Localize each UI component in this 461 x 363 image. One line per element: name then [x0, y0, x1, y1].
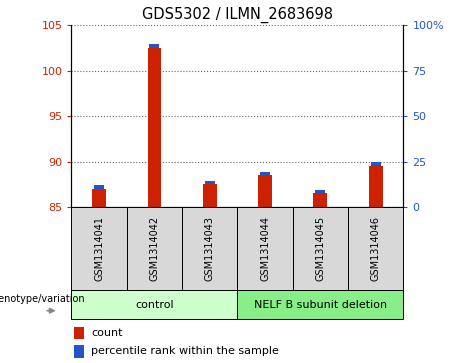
Bar: [203, 184, 217, 207]
FancyBboxPatch shape: [182, 207, 237, 290]
FancyBboxPatch shape: [127, 207, 182, 290]
Bar: [92, 189, 106, 207]
Text: GSM1314045: GSM1314045: [315, 216, 325, 281]
Text: GSM1314042: GSM1314042: [149, 216, 160, 281]
Bar: [315, 189, 325, 193]
Text: genotype/variation: genotype/variation: [0, 294, 86, 304]
Bar: [369, 166, 383, 207]
FancyBboxPatch shape: [293, 207, 348, 290]
FancyBboxPatch shape: [71, 290, 237, 319]
Text: GSM1314046: GSM1314046: [371, 216, 381, 281]
Title: GDS5302 / ILMN_2683698: GDS5302 / ILMN_2683698: [142, 7, 333, 23]
Bar: [74, 345, 84, 358]
FancyBboxPatch shape: [348, 207, 403, 290]
Bar: [74, 327, 84, 339]
Bar: [371, 162, 381, 166]
FancyBboxPatch shape: [237, 207, 293, 290]
Bar: [205, 180, 215, 184]
FancyBboxPatch shape: [237, 290, 403, 319]
Text: GSM1314043: GSM1314043: [205, 216, 215, 281]
Bar: [94, 185, 104, 189]
Text: NELF B subunit deletion: NELF B subunit deletion: [254, 300, 387, 310]
Bar: [148, 48, 161, 207]
Text: GSM1314041: GSM1314041: [94, 216, 104, 281]
Text: count: count: [91, 328, 123, 338]
Text: control: control: [135, 300, 174, 310]
Text: percentile rank within the sample: percentile rank within the sample: [91, 346, 279, 356]
Bar: [258, 175, 272, 207]
Bar: [260, 171, 270, 175]
Bar: [313, 193, 327, 207]
FancyBboxPatch shape: [71, 207, 127, 290]
Text: GSM1314044: GSM1314044: [260, 216, 270, 281]
Bar: [149, 44, 160, 48]
